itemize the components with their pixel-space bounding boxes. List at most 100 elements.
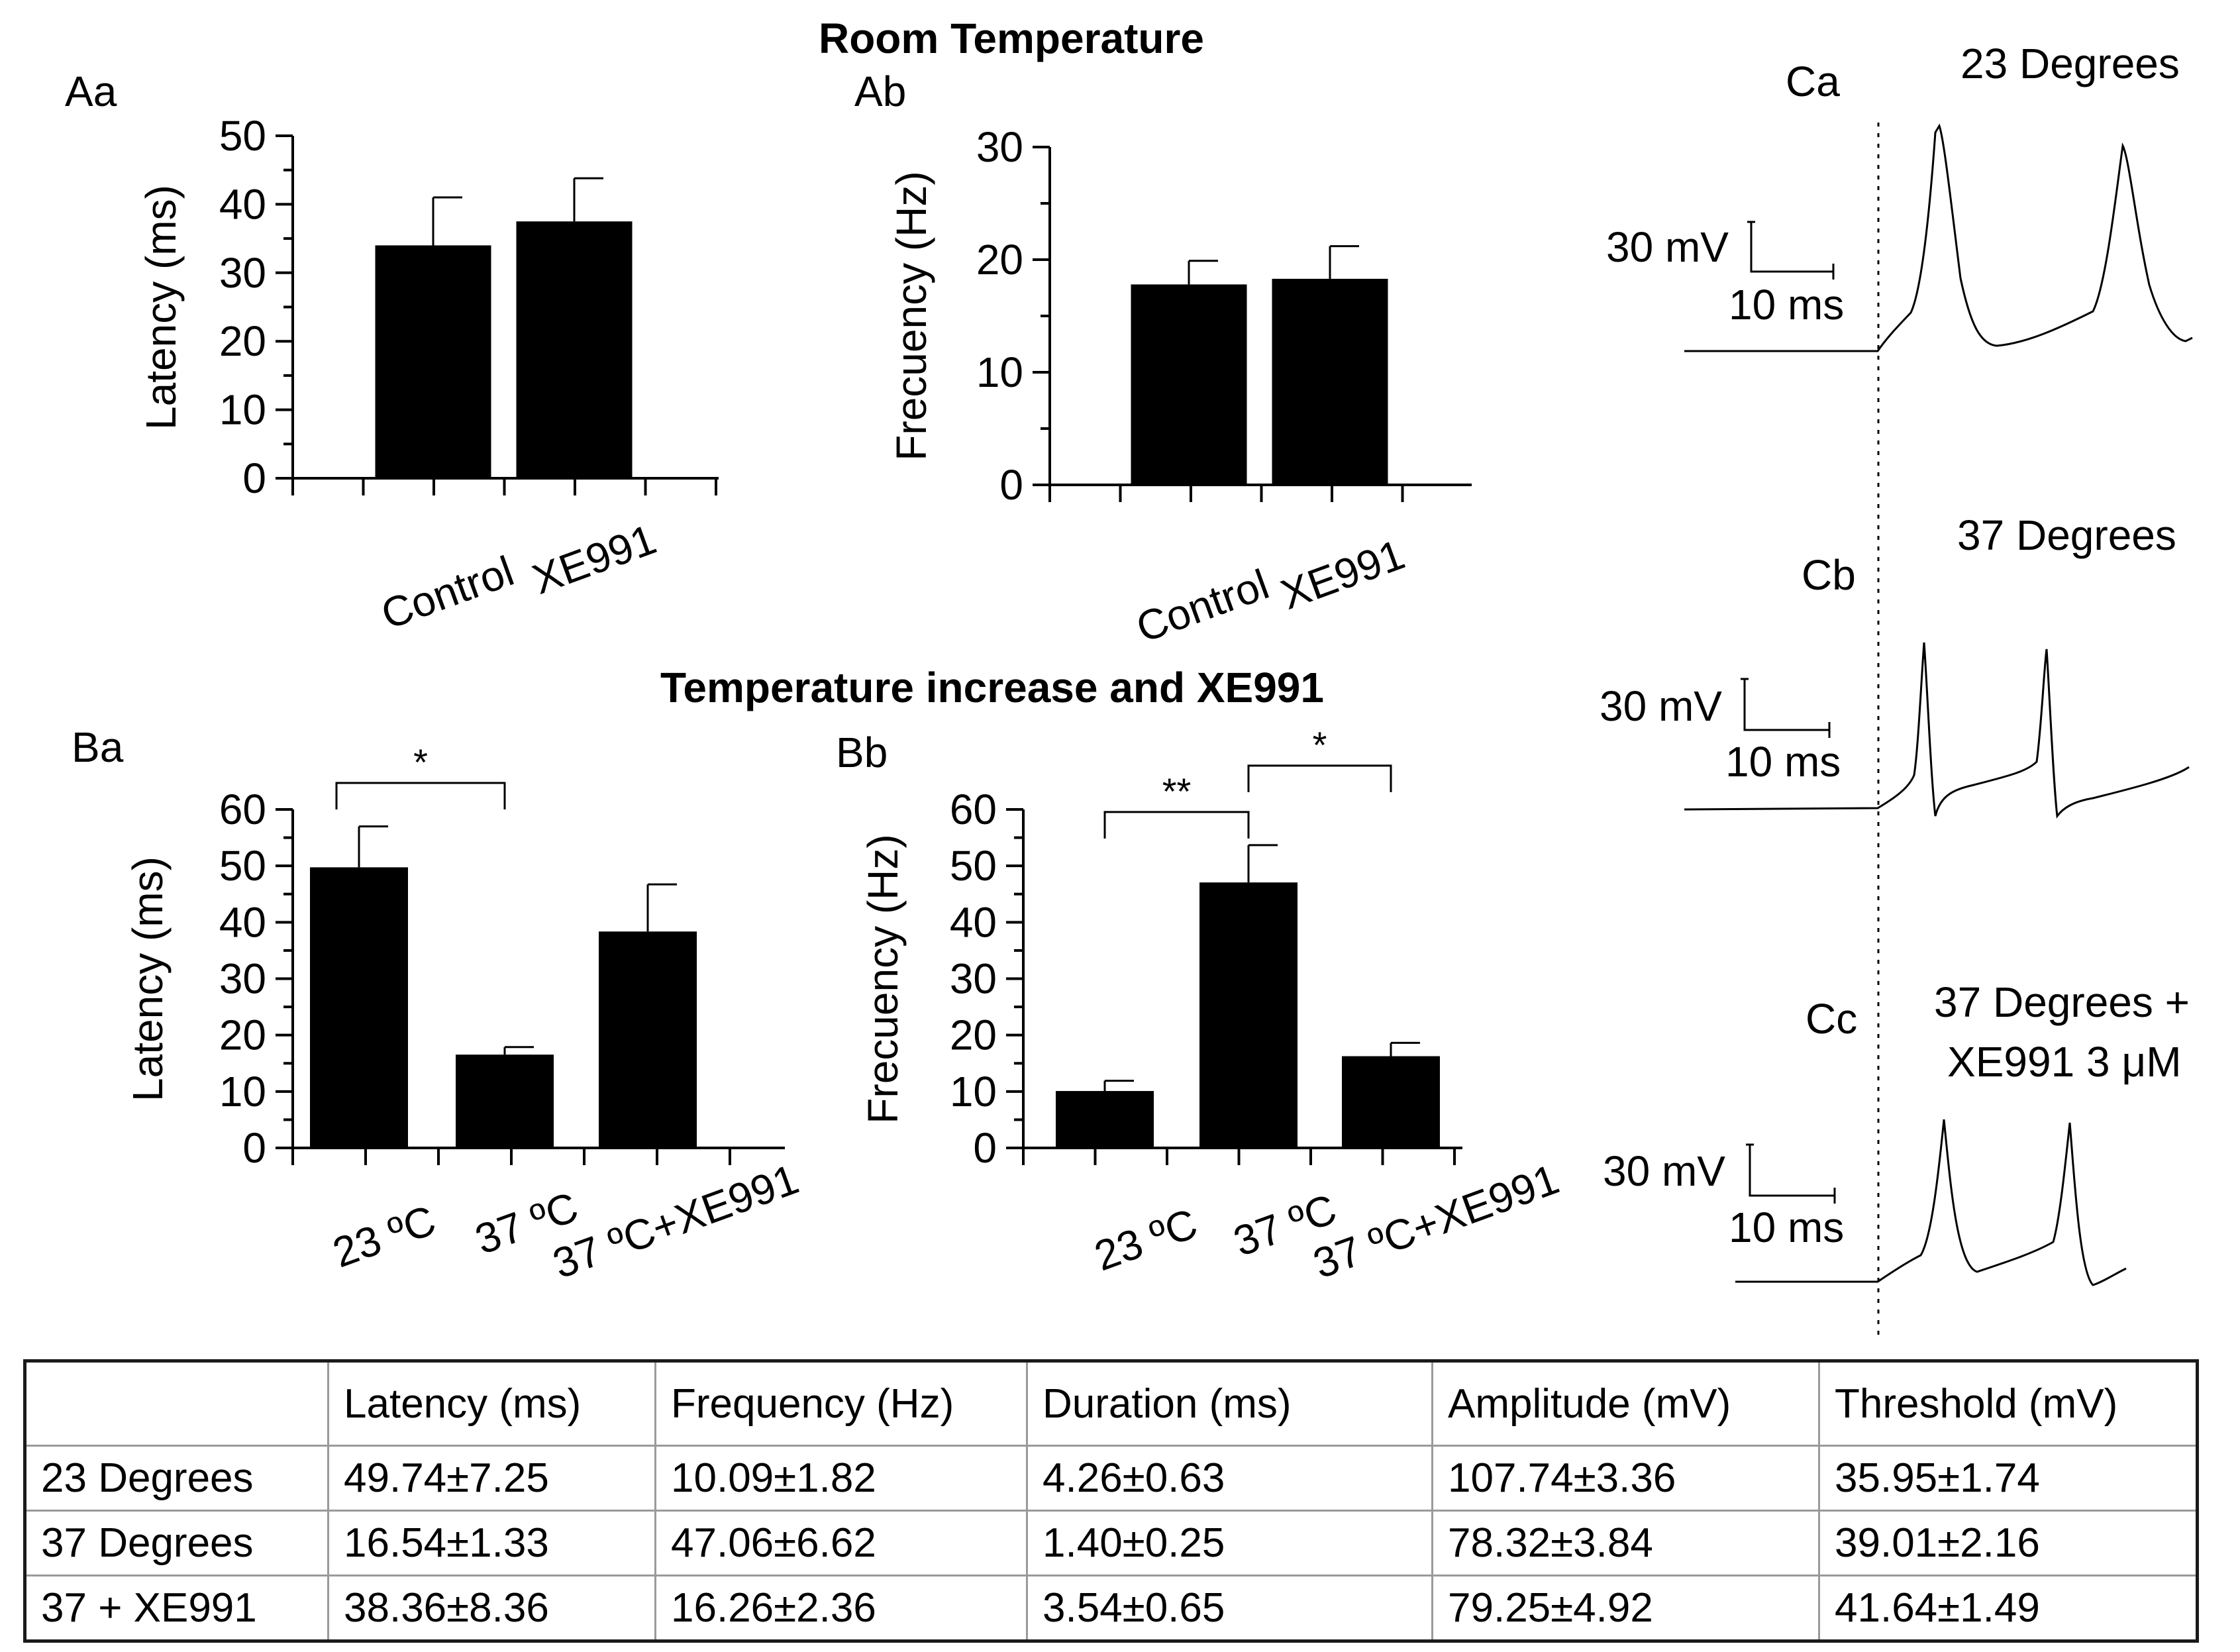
y-tick-label: 40	[950, 898, 997, 946]
y-tick-label: 20	[219, 1011, 266, 1059]
x-category-label: XE991	[1275, 530, 1411, 618]
bar	[516, 221, 633, 478]
y-tick-label: 50	[950, 842, 997, 890]
y-tick-label: 20	[219, 317, 266, 365]
panel-label-aa: Aa	[65, 68, 117, 115]
scale-voltage-cc: 30 mV	[1603, 1147, 1725, 1195]
trace-panel-ca: Ca 23 Degrees 30 mV 10 ms	[1606, 40, 2193, 352]
y-tick-label: 30	[219, 249, 266, 297]
panel-label-cc: Cc	[1806, 995, 1857, 1043]
voltage-trace-ca	[1684, 123, 2193, 352]
table-cell: 23 Degrees	[24, 1445, 329, 1512]
table-header-cell: Amplitude (mV)	[1431, 1360, 1820, 1447]
trace-title-cb: 37 Degrees	[1957, 511, 2176, 559]
significance-bracket	[1247, 764, 1392, 792]
x-category-label: 37 ºC+XE991	[546, 1155, 804, 1287]
table-header-cell: Threshold (mV)	[1818, 1360, 2198, 1447]
panel-label-ca: Ca	[1786, 58, 1840, 105]
panel-label-cb: Cb	[1802, 551, 1856, 599]
bar	[1272, 278, 1388, 485]
y-tick-label: 60	[950, 786, 997, 833]
scale-time-cb: 10 ms	[1725, 738, 1841, 786]
y-tick-label: 0	[242, 1124, 266, 1172]
bar	[1131, 284, 1247, 485]
scale-bar-cb	[1741, 678, 1831, 738]
y-tick-label: 30	[950, 955, 997, 1003]
y-tick-label: 40	[219, 180, 266, 228]
bar	[1342, 1056, 1440, 1148]
x-category-label: Control	[1130, 560, 1274, 651]
scale-time-cc: 10 ms	[1729, 1204, 1844, 1251]
bar	[1199, 882, 1298, 1148]
scale-voltage-ca: 30 mV	[1606, 223, 1729, 271]
scale-time-ca: 10 ms	[1729, 281, 1844, 329]
y-axis-label: Frecuency (Hz)	[859, 834, 907, 1123]
table-row: 37 + XE991 38.36±8.36 16.26±2.36 3.54±0.…	[24, 1575, 2198, 1642]
significance-bracket	[1103, 811, 1250, 839]
panel-label-ba: Ba	[72, 723, 124, 771]
table-cell: 38.36±8.36	[327, 1575, 656, 1642]
x-category-label: Control	[375, 546, 519, 638]
table-cell: 41.64±1.49	[1818, 1575, 2198, 1642]
y-tick-label: 20	[976, 236, 1023, 284]
y-axis-label: Frecuency (Hz)	[888, 171, 935, 460]
y-axis-label: Latency (ms)	[124, 856, 172, 1102]
x-category-label: 37 ºC+XE991	[1307, 1155, 1564, 1287]
significance-marker: *	[413, 741, 428, 783]
voltage-trace-cc	[1735, 1119, 2127, 1286]
summary-table: Latency (ms) Frequency (Hz) Duration (ms…	[23, 1359, 2199, 1643]
table-cell: 39.01±2.16	[1818, 1510, 2198, 1576]
panel-label-ab: Ab	[854, 68, 906, 115]
table-cell: 47.06±6.62	[654, 1510, 1028, 1576]
chart-aa-latency: 0 10 20 30 40 50 Latency (ms) Control XE991	[137, 112, 719, 639]
table-header-cell	[24, 1360, 329, 1447]
trace-title-cc-line2: XE991 3 μM	[1947, 1038, 2182, 1086]
scale-bar-cc	[1746, 1143, 1836, 1204]
bar	[599, 931, 697, 1148]
table-cell: 79.25±4.92	[1431, 1575, 1820, 1642]
y-tick-label: 0	[973, 1124, 997, 1172]
table-header-row: Latency (ms) Frequency (Hz) Duration (ms…	[24, 1360, 2198, 1447]
y-tick-label: 0	[242, 454, 266, 502]
y-tick-label: 10	[219, 386, 266, 434]
panel-label-bb: Bb	[836, 729, 888, 776]
table-cell: 35.95±1.74	[1818, 1445, 2198, 1512]
table-row: 37 Degrees 16.54±1.33 47.06±6.62 1.40±0.…	[24, 1510, 2198, 1576]
x-category-label: 23 ºC	[1088, 1199, 1203, 1280]
x-category-label: 23 ºC	[327, 1196, 442, 1276]
y-tick-label: 50	[219, 842, 266, 890]
table-cell: 16.26±2.36	[654, 1575, 1028, 1642]
table-cell: 49.74±7.25	[327, 1445, 656, 1512]
y-axis-label: Latency (ms)	[137, 185, 185, 430]
trace-title-ca: 23 Degrees	[1960, 40, 2180, 87]
bar	[310, 867, 408, 1148]
y-tick-label: 50	[219, 112, 266, 160]
bar	[456, 1055, 554, 1148]
trace-panel-cc: Cc 37 Degrees + XE991 3 μM 30 mV 10 ms	[1603, 978, 2190, 1286]
table-cell: 78.32±3.84	[1431, 1510, 1820, 1576]
table-cell: 1.40±0.25	[1026, 1510, 1433, 1576]
significance-marker: *	[1313, 724, 1327, 766]
y-tick-label: 40	[219, 898, 266, 946]
scale-bar-ca	[1747, 221, 1835, 280]
title-temperature-increase: Temperature increase and XE991	[660, 664, 1324, 711]
trace-title-cc-line1: 37 Degrees +	[1934, 978, 2190, 1026]
y-tick-label: 10	[950, 1068, 997, 1115]
scale-voltage-cb: 30 mV	[1600, 682, 1722, 730]
table-cell: 3.54±0.65	[1026, 1575, 1433, 1642]
table-cell: 37 + XE991	[24, 1575, 329, 1642]
y-tick-label: 0	[999, 461, 1023, 509]
table-header-cell: Frequency (Hz)	[654, 1360, 1028, 1447]
voltage-trace-cb	[1684, 642, 2190, 819]
table-cell: 37 Degrees	[24, 1510, 329, 1576]
significance-marker: **	[1162, 770, 1192, 812]
significance-bracket	[335, 782, 506, 809]
table-header-cell: Latency (ms)	[327, 1360, 656, 1447]
y-tick-label: 10	[976, 348, 1023, 396]
table-header-cell: Duration (ms)	[1026, 1360, 1433, 1447]
y-tick-label: 10	[219, 1068, 266, 1115]
bar	[375, 245, 491, 478]
